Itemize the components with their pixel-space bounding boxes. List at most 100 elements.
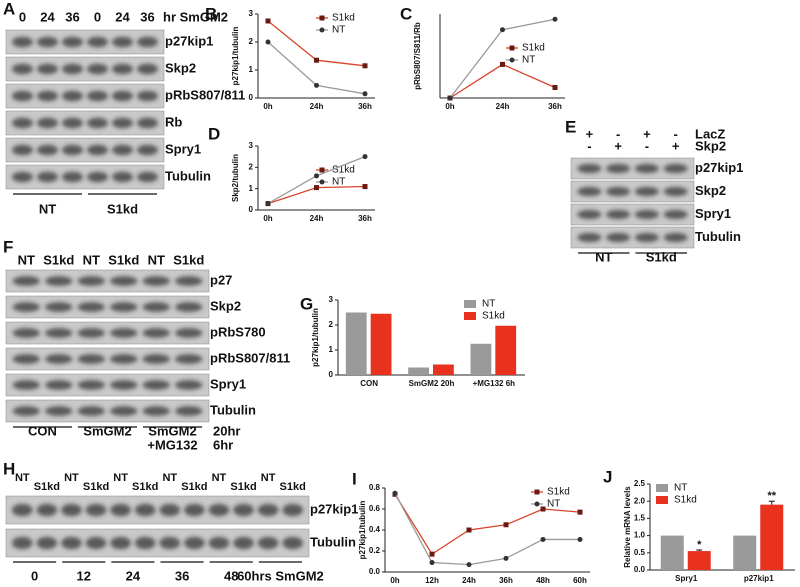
band	[11, 536, 33, 550]
legend-marker	[319, 15, 325, 21]
bar	[408, 367, 429, 375]
band	[142, 328, 170, 338]
band	[37, 90, 58, 102]
band	[110, 276, 138, 286]
lane-label: S1kd	[43, 252, 74, 267]
row-label: Tubulin	[695, 229, 741, 244]
bar	[433, 364, 454, 375]
band	[36, 536, 58, 550]
x-tick-label: 24h	[310, 214, 324, 223]
row-label: Tubulin	[210, 402, 256, 417]
y-tick-label: 1	[249, 184, 254, 193]
legend-marker	[319, 179, 325, 185]
point	[362, 63, 368, 69]
x-tick-label: 24h	[462, 576, 476, 585]
row-label: Spry1	[165, 141, 201, 156]
x-tick-label: 12h	[425, 576, 439, 585]
lane-label: 24	[40, 9, 55, 24]
legend-label: NT	[332, 177, 345, 188]
lane-label: NT	[261, 472, 276, 484]
point	[314, 82, 319, 88]
row-label: pRbS807/811	[165, 87, 245, 102]
y-tick-label: 0	[249, 93, 254, 102]
band	[634, 163, 659, 174]
band	[577, 232, 602, 243]
group-label: SmGM2	[83, 423, 131, 438]
band	[62, 171, 83, 183]
band	[62, 36, 83, 48]
band	[257, 536, 279, 550]
band	[134, 536, 156, 550]
band	[37, 117, 58, 129]
treatment-mark: +	[614, 138, 622, 153]
band	[137, 117, 158, 129]
y-axis-label: Skp2/tubulin	[231, 154, 240, 202]
y-tick-label: 0.2	[369, 546, 381, 555]
y-tick-label: 2	[329, 320, 334, 329]
blot-strip	[570, 203, 695, 226]
point	[540, 536, 546, 542]
band	[175, 406, 203, 416]
group-sublabel: +MG132	[147, 437, 197, 452]
point	[500, 61, 505, 67]
point	[552, 16, 558, 22]
treatment-name: Skp2	[695, 138, 726, 153]
band	[175, 380, 203, 390]
point	[265, 18, 271, 24]
lane-label: NT	[83, 252, 100, 267]
band	[110, 380, 138, 390]
panel-letter: H	[3, 459, 15, 478]
panel-letter: C	[400, 4, 412, 23]
row-label: pRbS780	[210, 324, 266, 339]
x-tick-label: 0h	[445, 102, 454, 111]
band	[184, 536, 205, 550]
bar	[760, 504, 784, 570]
legend-label: NT	[547, 499, 560, 510]
band	[137, 36, 158, 48]
series-line	[449, 63, 556, 99]
group-label: S1kd	[107, 201, 138, 216]
band	[606, 232, 631, 243]
treatment-mark: +	[672, 138, 680, 153]
legend-marker	[319, 27, 325, 33]
panel-letter: A	[3, 0, 15, 18]
legend-swatch	[464, 312, 476, 320]
band	[137, 171, 158, 183]
bar	[660, 535, 684, 570]
point	[503, 555, 509, 561]
y-tick-label: 3	[249, 141, 254, 150]
group-label: 36	[175, 568, 189, 583]
point	[392, 490, 398, 496]
y-tick-label: 0	[329, 370, 334, 379]
header-unit: hr SmGM2	[163, 9, 228, 24]
band	[606, 209, 631, 220]
legend-swatch	[464, 300, 476, 308]
band	[137, 90, 158, 102]
band	[85, 503, 107, 517]
band	[134, 503, 156, 517]
group-label: NT	[39, 201, 56, 216]
x-tick-label: 24h	[496, 102, 510, 111]
band	[12, 171, 33, 183]
legend-label: S1kd	[547, 487, 570, 498]
lane-label: NT	[64, 472, 79, 484]
band	[110, 536, 131, 550]
treatment-name: LacZ	[695, 126, 725, 141]
y-axis-label: p27kip1/tubulin	[358, 501, 367, 560]
y-tick-label: 0.0	[369, 567, 381, 576]
x-tick-label: 36h	[548, 102, 562, 111]
point	[552, 85, 558, 90]
band	[77, 354, 105, 364]
band	[62, 117, 83, 129]
band	[577, 163, 602, 174]
x-tick-label: p27kip1	[744, 574, 774, 583]
lane-label: S1kd	[34, 481, 60, 493]
blot-strip	[5, 321, 210, 345]
band	[175, 328, 203, 338]
blot-strip	[5, 347, 210, 371]
band	[87, 171, 108, 183]
row-label: Rb	[165, 114, 182, 129]
significance: *	[697, 539, 702, 551]
error-bar	[768, 500, 775, 505]
